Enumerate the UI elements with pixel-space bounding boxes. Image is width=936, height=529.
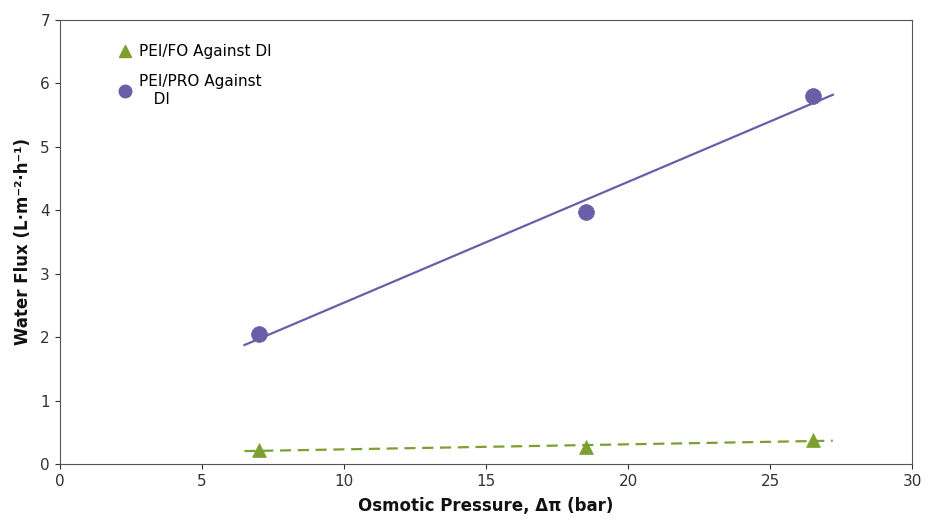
Point [251,446,266,454]
Point [251,330,266,338]
Point [578,443,593,451]
Legend: PEI/FO Against DI, PEI/PRO Against
   DI: PEI/FO Against DI, PEI/PRO Against DI [110,37,279,114]
Point [806,436,821,444]
X-axis label: Osmotic Pressure, Δπ (bar): Osmotic Pressure, Δπ (bar) [358,497,614,515]
Point [806,92,821,101]
Y-axis label: Water Flux (L·m⁻²·h⁻¹): Water Flux (L·m⁻²·h⁻¹) [14,139,32,345]
Point [578,208,593,216]
